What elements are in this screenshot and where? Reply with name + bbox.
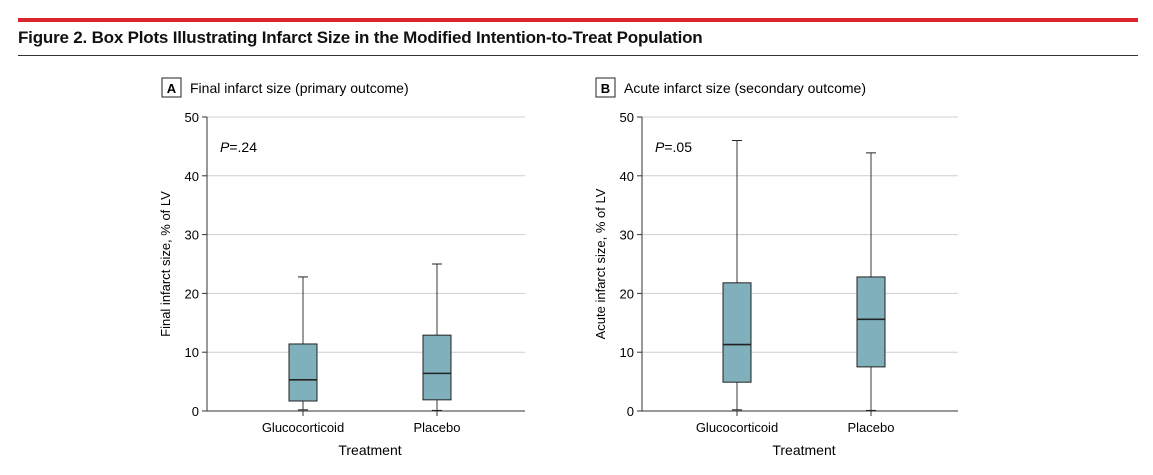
panel-b-title: Acute infarct size (secondary outcome) (624, 80, 866, 96)
panel-b-y-tick-label: 30 (620, 228, 634, 243)
panel-a-y-axis-label: Final infarct size, % of LV (158, 191, 173, 337)
panel-a-y-tick-label: 10 (185, 345, 199, 360)
panel-a-x-axis-label: Treatment (338, 442, 401, 458)
panel-a-x-tick-label: Glucocorticoid (262, 420, 344, 435)
panel-b-x-tick-label: Glucocorticoid (696, 420, 778, 435)
figure-title: Figure 2. Box Plots Illustrating Infarct… (18, 28, 703, 47)
panel-b-box-placebo-iqr (856, 276, 886, 368)
panel-a-title: Final infarct size (primary outcome) (190, 80, 409, 96)
title-rule (18, 55, 1138, 56)
panel-a-y-tick-label: 50 (185, 110, 199, 125)
panel-b-y-tick-label: 0 (627, 404, 634, 419)
panel-a-y-tick-label: 20 (185, 286, 199, 301)
panel-b-x-axis-label: Treatment (772, 442, 835, 458)
panel-a-y-tick-label: 0 (192, 404, 199, 419)
panel-b-p-value-annotation: P=.05 (655, 139, 692, 155)
panel-b-box-glucocorticoid-iqr (722, 282, 752, 383)
panel-a-box-placebo-iqr (422, 334, 452, 401)
panel-a-letter-box (161, 77, 182, 98)
panel-b-y-tick-label: 20 (620, 286, 634, 301)
panel-a-y-tick-label: 30 (185, 228, 199, 243)
panel-b-y-axis-label: Acute infarct size, % of LV (593, 188, 608, 339)
panel-b-p-value: =.05 (664, 139, 692, 155)
panel-b-x-tick-label: Placebo (848, 420, 895, 435)
panel-a-p-value-annotation: P=.24 (220, 139, 257, 155)
panel-b-y-tick-label: 40 (620, 169, 634, 184)
panel-a-x-tick-label: Placebo (414, 420, 461, 435)
panel-b-letter-box (595, 77, 616, 98)
panel-a-box-glucocorticoid-iqr (288, 343, 318, 402)
panel-b-p-symbol: P (655, 139, 665, 155)
panel-b-y-tick-label: 50 (620, 110, 634, 125)
panel-a-letter: A (167, 81, 177, 96)
panel-a-y-tick-label: 40 (185, 169, 199, 184)
panel-a-p-value: =.24 (229, 139, 257, 155)
panel-a-p-symbol: P (220, 139, 230, 155)
panel-b-letter: B (601, 81, 610, 96)
accent-bar (18, 18, 1138, 22)
panel-b-y-tick-label: 10 (620, 345, 634, 360)
